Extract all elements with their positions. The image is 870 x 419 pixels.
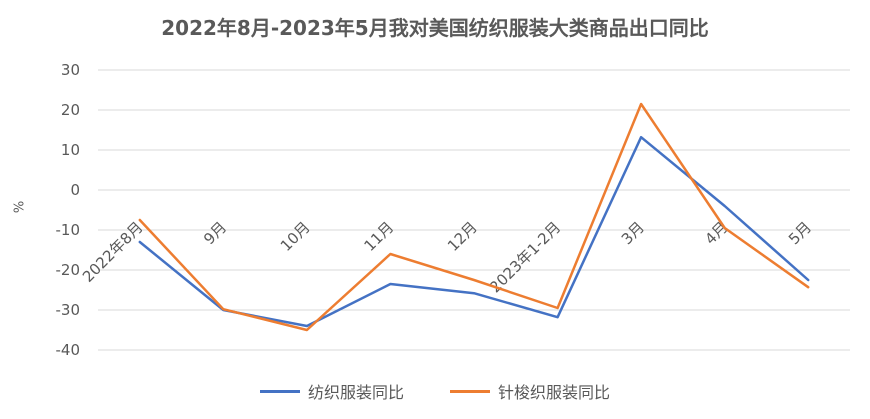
y-tick-label: -30 bbox=[56, 301, 81, 319]
legend-swatch-series-2 bbox=[450, 389, 490, 393]
x-tick-label: 12月 bbox=[444, 218, 481, 255]
x-tick-label: 9月 bbox=[200, 218, 230, 248]
x-tick-label: 5月 bbox=[785, 218, 815, 248]
legend-item-series-2: 针梭织服装同比 bbox=[450, 379, 610, 403]
y-tick-label: 0 bbox=[70, 181, 80, 199]
series-line-2 bbox=[138, 102, 810, 332]
y-tick-label: 10 bbox=[61, 141, 80, 159]
x-tick-label: 4月 bbox=[701, 218, 731, 248]
x-tick-label: 3月 bbox=[618, 218, 648, 248]
y-tick-label: 30 bbox=[61, 61, 80, 79]
legend-swatch-series-1 bbox=[259, 389, 300, 393]
y-tick-label: -10 bbox=[56, 221, 81, 239]
legend: 纺织服装同比 针梭织服装同比 bbox=[0, 379, 870, 403]
x-tick-label: 2022年8月 bbox=[79, 218, 147, 286]
legend-label-series-2: 针梭织服装同比 bbox=[498, 383, 611, 402]
y-tick-label: -40 bbox=[56, 341, 81, 359]
y-tick-label: -20 bbox=[56, 261, 81, 279]
legend-item-series-1: 纺织服装同比 bbox=[259, 379, 404, 403]
x-tick-label: 10月 bbox=[277, 218, 314, 255]
y-tick-label: 20 bbox=[61, 101, 80, 119]
x-tick-label: 11月 bbox=[360, 218, 397, 255]
chart-title: 2022年8月-2023年5月我对美国纺织服装大类商品出口同比 bbox=[161, 16, 709, 40]
legend-label-series-1: 纺织服装同比 bbox=[307, 383, 404, 402]
